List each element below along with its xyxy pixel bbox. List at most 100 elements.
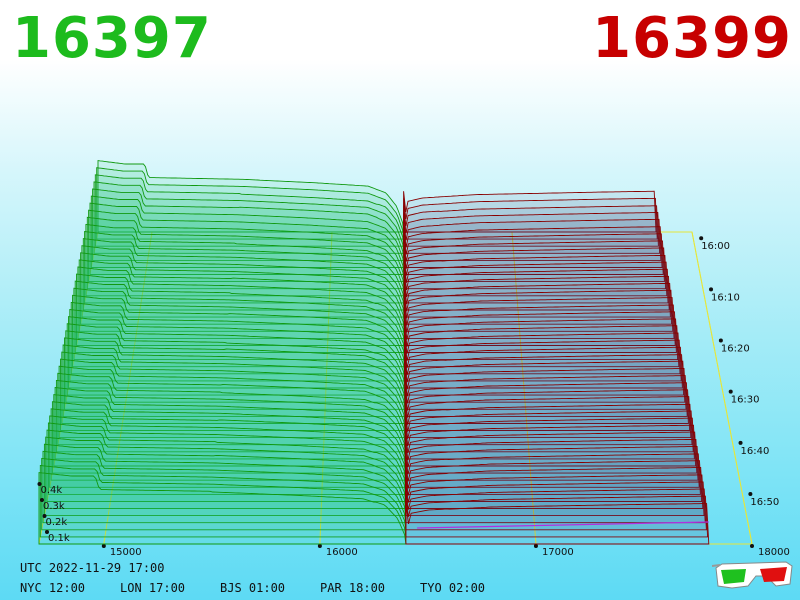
y-tick-label: 0.2k — [46, 517, 68, 528]
ask-depth-slice — [404, 410, 694, 453]
time-tick-marker — [699, 236, 704, 241]
ask-depth-slice — [404, 396, 692, 439]
bid-depth-slice — [90, 195, 405, 268]
bid-depth-slice — [84, 230, 405, 304]
ask-depth-slice — [405, 481, 706, 524]
ask-depth-slice — [405, 446, 700, 488]
bid-depth-slice — [45, 436, 407, 509]
ask-depth-slice — [404, 389, 691, 431]
bid-depth-slice — [97, 160, 405, 233]
bid-depth-slice — [66, 323, 406, 396]
ask-depth-slice — [404, 346, 683, 389]
y-tick-marker — [40, 498, 44, 502]
x-tick-label: 15000 — [110, 547, 142, 558]
tz-bjs: BJS 01:00 — [220, 581, 286, 595]
ask-depth-slice — [403, 205, 659, 247]
bid-depth-slice — [58, 365, 406, 439]
x-tick-marker — [533, 544, 538, 548]
ask-depth-slice — [405, 460, 703, 502]
tz-tyo: TYO 02:00 — [420, 581, 486, 595]
ask-depth-slice — [404, 325, 680, 368]
ask-depth-slice — [403, 212, 661, 254]
ask-depth-slice — [403, 282, 673, 325]
time-tick-marker — [748, 491, 753, 496]
bid-depth-slice — [53, 394, 406, 467]
x-tick-label: 18000 — [758, 547, 790, 558]
y-tick-label: 0.4k — [41, 485, 63, 496]
ask-depth-slice — [403, 190, 657, 233]
y-tick-label: 0.3k — [43, 501, 65, 512]
bid-depth-slice — [85, 223, 405, 297]
bid-depth-slice — [80, 252, 405, 325]
ask-depth-slice — [403, 254, 668, 297]
bid-depth-slice — [94, 174, 405, 247]
time-tick-label: 16:30 — [731, 395, 760, 406]
bid-depth-slice — [42, 450, 407, 524]
ask-depth-slice — [404, 304, 676, 346]
ask-depth-slice — [404, 382, 689, 424]
bid-depth-slice — [46, 429, 407, 502]
ask-depth-slice — [403, 247, 667, 290]
y-tick-marker — [37, 482, 42, 486]
ask-price: 16399 — [592, 6, 792, 71]
ask-depth-slice — [404, 360, 686, 403]
bid-depth-slice — [86, 216, 405, 290]
bid-depth-slice — [70, 301, 406, 375]
ask-depth-slice — [403, 297, 675, 339]
y-tick-label: 0.1k — [48, 533, 70, 544]
bid-depth-slice — [39, 464, 407, 538]
grid-line-price — [691, 231, 753, 545]
time-tick-marker — [709, 287, 714, 292]
tz-par: PAR 18:00 — [320, 581, 386, 595]
bid-depth-slice — [54, 386, 406, 460]
bid-depth-slice — [43, 443, 407, 517]
bid-depth-slice — [64, 337, 406, 410]
bid-depth-slice — [88, 209, 405, 283]
bid-depth-slice — [55, 379, 406, 453]
ask-depth-slice — [404, 375, 688, 417]
bid-depth-slice — [92, 188, 405, 261]
bid-depth-slice — [89, 202, 405, 275]
ask-depth-slice — [403, 233, 664, 275]
bid-depth-slice — [78, 259, 405, 332]
ask-depth-slice — [403, 289, 674, 332]
ask-depth-slice — [403, 275, 671, 318]
ask-depth-slice — [405, 467, 704, 509]
ask-depth-slice — [404, 318, 679, 361]
bid-depth-slice — [60, 358, 406, 431]
time-tick-marker — [738, 440, 743, 445]
tz-nyc: NYC 12:00 — [20, 581, 86, 595]
bid-depth-slice — [82, 238, 405, 311]
y-tick-marker — [42, 514, 47, 518]
bid-depth-slice — [50, 408, 406, 481]
bid-depth-slice — [62, 344, 406, 417]
bid-depth-slice — [73, 287, 406, 361]
x-tick-marker — [317, 544, 322, 548]
ask-depth-slice — [403, 197, 658, 240]
x-tick-label: 17000 — [542, 547, 574, 558]
ask-depth-slice — [404, 339, 682, 382]
bid-depth-slice — [49, 415, 407, 488]
ask-depth-slice — [404, 368, 687, 410]
ask-depth-slice — [404, 438, 699, 481]
bid-depth-slice — [51, 401, 406, 474]
bid-depth-slice — [41, 457, 407, 531]
y-tick-marker — [45, 530, 49, 534]
ask-depth-slice — [405, 503, 710, 545]
bid-depth-slice — [47, 422, 407, 495]
ask-depth-slice — [405, 453, 701, 495]
time-tick-label: 16:20 — [721, 344, 750, 355]
bid-depth-slice — [81, 245, 405, 318]
ask-depth-slice — [403, 261, 669, 304]
3d-glasses-icon[interactable] — [712, 558, 794, 590]
bid-depth-slice — [72, 294, 406, 368]
time-tick-label: 16:50 — [750, 497, 779, 508]
ask-depth-slice — [404, 354, 685, 396]
time-tick-marker — [718, 338, 723, 343]
time-tick-label: 16:00 — [701, 241, 730, 252]
ask-depth-slice — [404, 424, 697, 467]
time-tick-label: 16:40 — [741, 446, 770, 457]
ask-depth-slice — [403, 226, 663, 268]
ask-depth-slice — [405, 488, 707, 531]
